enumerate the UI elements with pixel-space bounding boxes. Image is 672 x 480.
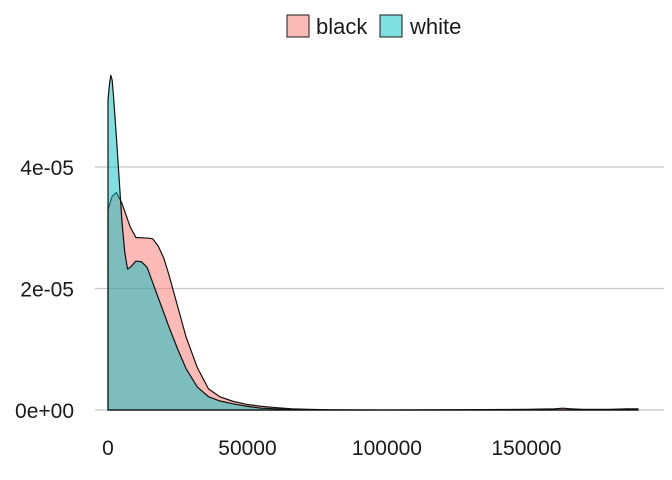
x-tick-label-2: 100000 [352, 437, 422, 460]
x-tick-label-0: 0 [102, 437, 114, 460]
y-tick-label-0: 0e+00 [15, 400, 74, 423]
legend-key-white [379, 14, 403, 38]
y-tick-label-1: 2e-05 [20, 279, 74, 302]
x-tick-label-1: 50000 [218, 437, 276, 460]
x-tick-label-3: 150000 [491, 437, 561, 460]
y-axis-tick-labels: 0e+00 2e-05 4e-05 [15, 157, 74, 423]
legend-item-white: white [379, 14, 461, 39]
legend-item-black: black [286, 14, 368, 39]
x-axis-tick-labels: 0 50000 100000 150000 [102, 437, 561, 460]
density-area-white [107, 74, 639, 411]
legend-key-black [286, 14, 310, 38]
density-areas [107, 74, 639, 411]
legend-label-white: white [409, 14, 461, 39]
legend-label-black: black [316, 14, 368, 39]
y-tick-label-2: 4e-05 [20, 157, 74, 180]
legend: black white [286, 14, 461, 39]
